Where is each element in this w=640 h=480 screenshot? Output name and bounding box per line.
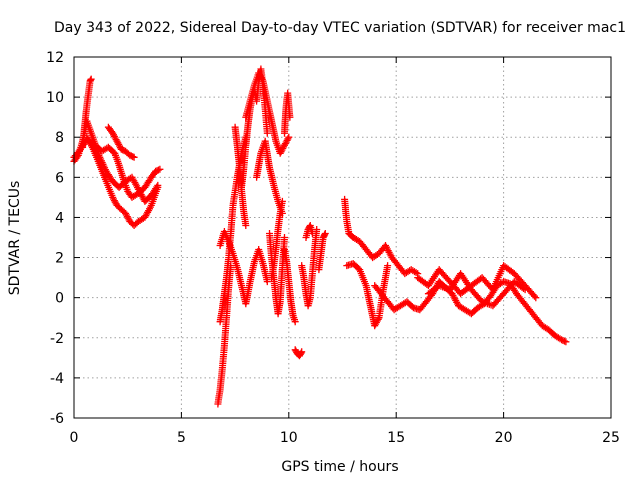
x-tick-label: 20 (495, 430, 513, 446)
data-point-marker (321, 231, 329, 239)
chart-title: Day 343 of 2022, Sidereal Day-to-day VTE… (54, 20, 626, 36)
x-tick-label: 10 (280, 430, 298, 446)
data-point-marker (521, 286, 529, 294)
data-point-marker (156, 165, 164, 173)
data-point-marker (284, 135, 292, 143)
data-point-marker (384, 262, 392, 270)
data-point-marker (561, 337, 568, 345)
plot-frame (73, 56, 612, 419)
data-point-marker (242, 222, 250, 229)
y-tick-label: 0 (55, 291, 64, 307)
y-tick-label: -4 (50, 371, 64, 387)
data-point-marker (298, 348, 306, 356)
data-point-marker (155, 166, 162, 174)
data-point-marker (281, 234, 288, 241)
x-tick-label: 5 (177, 430, 186, 446)
data-point-marker (87, 75, 95, 83)
data-point-marker (258, 76, 266, 83)
data-points (70, 65, 570, 408)
y-axis-label: SDTVAR / TECUs (7, 181, 23, 296)
data-point-marker (532, 294, 540, 302)
y-tick-label: 8 (55, 130, 64, 146)
data-point-marker (285, 133, 293, 141)
data-point-marker (520, 285, 527, 292)
y-tick-label: -2 (50, 331, 64, 347)
y-tick-label: 6 (55, 170, 64, 186)
data-point-marker (286, 113, 294, 121)
data-point-marker (129, 153, 137, 161)
x-tick-label: 0 (70, 430, 79, 446)
data-point-marker (412, 269, 420, 277)
data-point-marker (562, 338, 570, 346)
data-point-marker (291, 318, 299, 326)
data-point-marker (297, 349, 305, 357)
y-tick-label: 4 (55, 210, 64, 226)
data-point-marker (278, 197, 286, 205)
y-tick-label: -6 (50, 411, 64, 427)
x-axis-label: GPS time / hours (281, 459, 398, 475)
axis-ticks: 0 5 10 15 20 25 -6 -4 -2 0 2 4 6 8 10 12 (46, 50, 620, 446)
x-tick-label: 25 (602, 430, 620, 446)
data-point-marker (531, 292, 538, 300)
data-point-marker (374, 315, 382, 323)
data-point-marker (263, 278, 271, 286)
data-point-marker (130, 153, 138, 161)
grid (74, 57, 611, 418)
y-tick-label: 2 (55, 251, 64, 267)
data-point-marker (154, 183, 162, 191)
data-point-marker (321, 230, 329, 237)
y-tick-label: 10 (46, 90, 64, 106)
data-point-marker (308, 230, 316, 237)
x-tick-label: 15 (387, 430, 405, 446)
y-tick-label: 12 (46, 50, 64, 66)
data-point-marker (263, 129, 271, 137)
